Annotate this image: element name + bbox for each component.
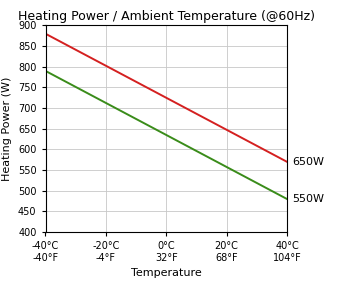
Text: 550W: 550W — [293, 194, 324, 204]
Title: Heating Power / Ambient Temperature (@60Hz): Heating Power / Ambient Temperature (@60… — [18, 10, 315, 23]
X-axis label: Temperature: Temperature — [131, 268, 202, 278]
Text: 650W: 650W — [293, 157, 324, 167]
Y-axis label: Heating Power (W): Heating Power (W) — [2, 77, 12, 181]
